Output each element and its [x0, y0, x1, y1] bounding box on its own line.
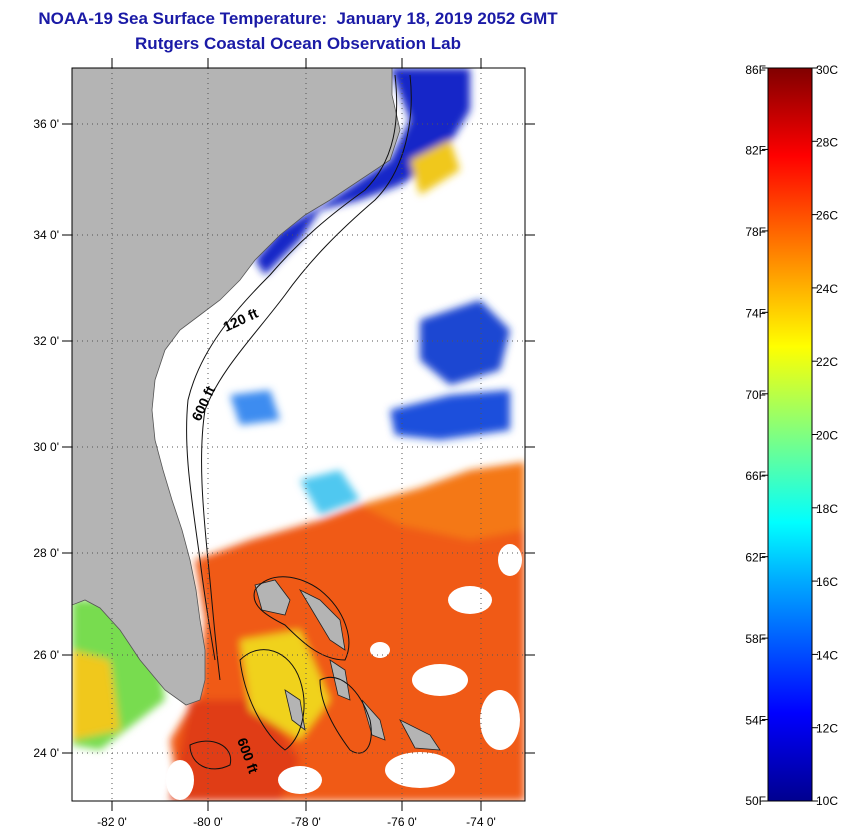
map-frame [71, 67, 526, 802]
cold-shelf-water [255, 68, 470, 275]
colorbar-c-label: 30C [816, 63, 838, 77]
colorbar-f-label: 86F [745, 63, 766, 77]
lon-label: -78 0' [291, 815, 321, 829]
colorbar-gradient [767, 67, 813, 802]
colorbar-c-label: 16C [816, 575, 838, 589]
colorbar-c-label: 24C [816, 282, 838, 296]
bahamas-islands [254, 579, 441, 751]
lat-label: 28 0' [33, 546, 59, 560]
lat-label: 32 0' [33, 334, 59, 348]
hot-water-patch [170, 700, 300, 801]
colorbar-f-label: 74F [745, 306, 766, 320]
map-subtitle: Rutgers Coastal Ocean Observation Lab [135, 34, 461, 53]
lon-label: -82 0' [97, 815, 127, 829]
lat-label: 30 0' [33, 440, 59, 454]
lat-label: 24 0' [33, 746, 59, 760]
colorbar-f-labels: 86F 82F 78F 74F 70F 66F 62F 58F 54F 50F [745, 63, 766, 808]
gulf-warm-patch [72, 650, 120, 740]
colorbar-c-label: 28C [816, 135, 838, 149]
map-title: NOAA-19 Sea Surface Temperature: January… [38, 9, 558, 28]
colorbar-c-labels: 30C 28C 26C 24C 22C 20C 18C 16C 14C 12C 10C [816, 63, 838, 808]
mid-water-patch [300, 470, 360, 515]
graticule [72, 68, 525, 801]
colorbar-f-label: 66F [745, 469, 766, 483]
colorbar-c-label: 26C [816, 209, 838, 223]
lat-label: 26 0' [33, 648, 59, 662]
us-landmass [72, 68, 401, 706]
map-area [72, 68, 525, 801]
offshore-cold-patch [420, 300, 510, 385]
warm-water-edge [360, 462, 525, 540]
colorbar-f-label: 54F [745, 714, 766, 728]
colorbar-f-label: 62F [745, 551, 766, 565]
colorbar-f-label: 70F [745, 388, 766, 402]
nearshore-cool-patch [230, 390, 280, 425]
offshore-cold-patch-south [390, 390, 510, 440]
colorbar-c-label: 14C [816, 648, 838, 662]
axis-ticks [62, 58, 535, 811]
colorbar-ticks [762, 67, 818, 802]
colorbar-c-label: 12C [816, 722, 838, 736]
shelf-front-warm [410, 140, 460, 195]
colorbar-f-label: 82F [745, 143, 766, 157]
colorbar-c-label: 18C [816, 502, 838, 516]
lat-label: 34 0' [33, 228, 59, 242]
lon-label: -80 0' [193, 815, 223, 829]
bank-shallow-patch [240, 630, 330, 740]
colorbar-c-label: 22C [816, 355, 838, 369]
colorbar-f-label: 50F [745, 794, 766, 808]
colorbar-f-label: 78F [745, 225, 766, 239]
cloud-patches [166, 544, 522, 800]
lon-label: -76 0' [387, 815, 417, 829]
colorbar-f-label: 58F [745, 632, 766, 646]
lat-label: 36 0' [33, 117, 59, 131]
colorbar-c-label: 10C [816, 794, 838, 808]
lon-label: -74 0' [466, 815, 496, 829]
colorbar-c-label: 20C [816, 429, 838, 443]
